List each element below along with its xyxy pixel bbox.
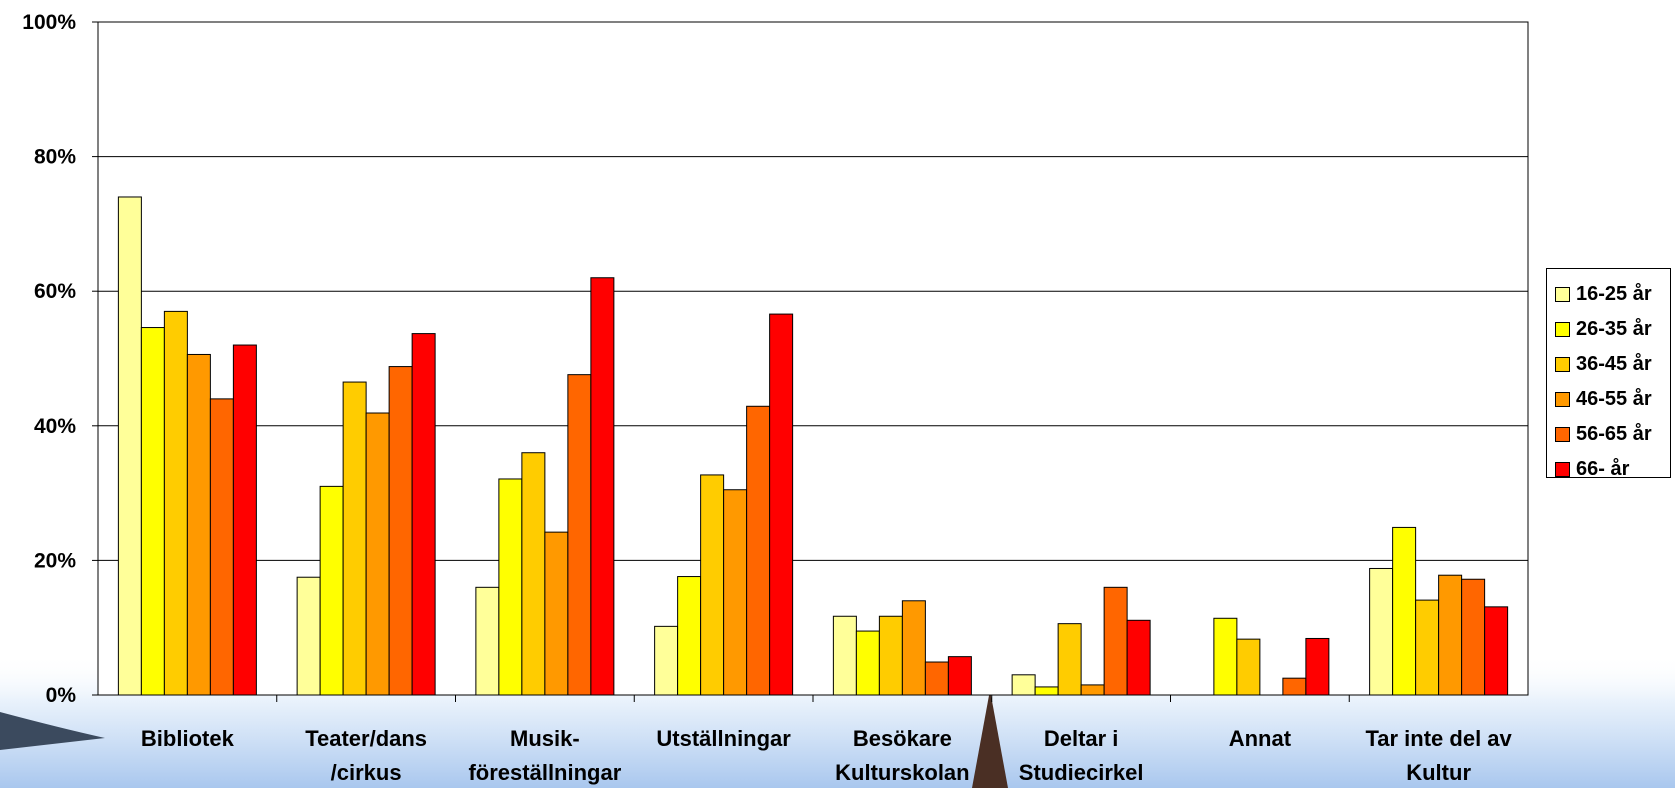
- bar: [521, 452, 546, 696]
- y-tick-label: 20%: [34, 549, 76, 572]
- bar: [296, 576, 321, 696]
- bar: [1103, 586, 1128, 696]
- legend-item: 16-25 år: [1555, 277, 1670, 312]
- x-category-label: Musik-: [510, 726, 580, 751]
- bar: [1126, 619, 1151, 696]
- x-category-label: /cirkus: [331, 760, 402, 785]
- legend-item: 56-65 år: [1555, 417, 1670, 452]
- legend-label: 36-45 år: [1576, 353, 1652, 375]
- x-category-label: Kultur: [1406, 760, 1471, 785]
- y-tick-label: 40%: [34, 415, 76, 438]
- chart-legend: 16-25 år 26-35 år 36-45 år 46-55 år 56-65 år…: [1546, 268, 1671, 480]
- bar: [1369, 567, 1394, 696]
- bar: [855, 630, 880, 696]
- bar: [388, 366, 413, 696]
- legend-item: 36-45 år: [1555, 347, 1670, 382]
- x-category-label: Teater/dans: [305, 726, 427, 751]
- bar: [832, 615, 857, 696]
- legend-swatch: [1555, 287, 1570, 302]
- bar: [365, 412, 390, 696]
- bar: [411, 333, 436, 696]
- bar: [769, 313, 794, 696]
- x-category-label: föreställningar: [468, 760, 621, 785]
- bar: [723, 489, 748, 696]
- legend-swatch: [1555, 392, 1570, 407]
- bar: [117, 196, 142, 696]
- y-tick-label: 80%: [34, 146, 76, 169]
- category-labels: Bibliotek Teater/dans/cirkus Musik-förestä…: [141, 726, 1513, 785]
- bar: [1484, 606, 1509, 696]
- bar: [677, 576, 702, 696]
- legend-label: 46-55 år: [1576, 388, 1652, 410]
- y-tick-label: 0%: [46, 684, 77, 707]
- bar: [1415, 599, 1440, 696]
- bar: [475, 586, 500, 696]
- bar: [567, 374, 592, 696]
- bar: [544, 531, 569, 696]
- bar: [1057, 623, 1082, 696]
- legend-swatch: [1555, 462, 1570, 477]
- x-category-label: Bibliotek: [141, 726, 235, 751]
- church-spire-shape: [972, 690, 1008, 788]
- gridlines: [98, 156, 1528, 561]
- bar: [901, 600, 926, 696]
- bar: [1392, 526, 1417, 696]
- legend-label: 66- år: [1576, 458, 1630, 480]
- bar: [1236, 638, 1261, 696]
- bar: [947, 656, 972, 696]
- legend-item: 66- år: [1555, 452, 1670, 487]
- bar: [319, 485, 344, 696]
- bar: [1011, 674, 1036, 696]
- x-category-label: Annat: [1229, 726, 1292, 751]
- legend-swatch: [1555, 427, 1570, 442]
- bar: [1080, 684, 1105, 696]
- bar: [1034, 686, 1059, 696]
- bar: [186, 353, 211, 696]
- x-category-label: Tar inte del av: [1365, 726, 1512, 751]
- bar: [1282, 677, 1307, 696]
- y-tick-label: 100%: [22, 11, 76, 34]
- airplane-wing-shape: [0, 712, 105, 750]
- bar: [878, 615, 903, 696]
- bar: [1438, 574, 1463, 696]
- bar: [590, 277, 615, 696]
- x-category-label: Besökare: [853, 726, 952, 751]
- x-axis-ticks: [276, 695, 1350, 702]
- bar: [140, 327, 165, 696]
- legend-swatch: [1555, 357, 1570, 372]
- bar: [1305, 637, 1330, 696]
- legend-label: 26-35 år: [1576, 318, 1652, 340]
- legend-label: 56-65 år: [1576, 423, 1652, 445]
- y-axis-ticks: 0% 20% 40% 60% 80% 100%: [22, 11, 98, 707]
- bar: [746, 405, 771, 696]
- bar: [1213, 617, 1238, 696]
- legend-item: 26-35 år: [1555, 312, 1670, 347]
- y-tick-label: 60%: [34, 280, 76, 303]
- x-category-label: Deltar i: [1044, 726, 1119, 751]
- legend-swatch: [1555, 322, 1570, 337]
- bar: [163, 310, 188, 696]
- x-category-label: Studiecirkel: [1019, 760, 1144, 785]
- bar: [924, 661, 949, 696]
- bar: [498, 478, 523, 696]
- bar: [700, 474, 725, 696]
- x-category-label: Kulturskolan: [835, 760, 969, 785]
- bar: [209, 398, 234, 696]
- legend-item: 46-55 år: [1555, 382, 1670, 417]
- bar: [342, 381, 367, 696]
- bar: [1461, 578, 1486, 696]
- bar: [232, 344, 257, 696]
- legend-label: 16-25 år: [1576, 283, 1652, 305]
- bar: [654, 625, 679, 696]
- x-category-label: Utställningar: [656, 726, 791, 751]
